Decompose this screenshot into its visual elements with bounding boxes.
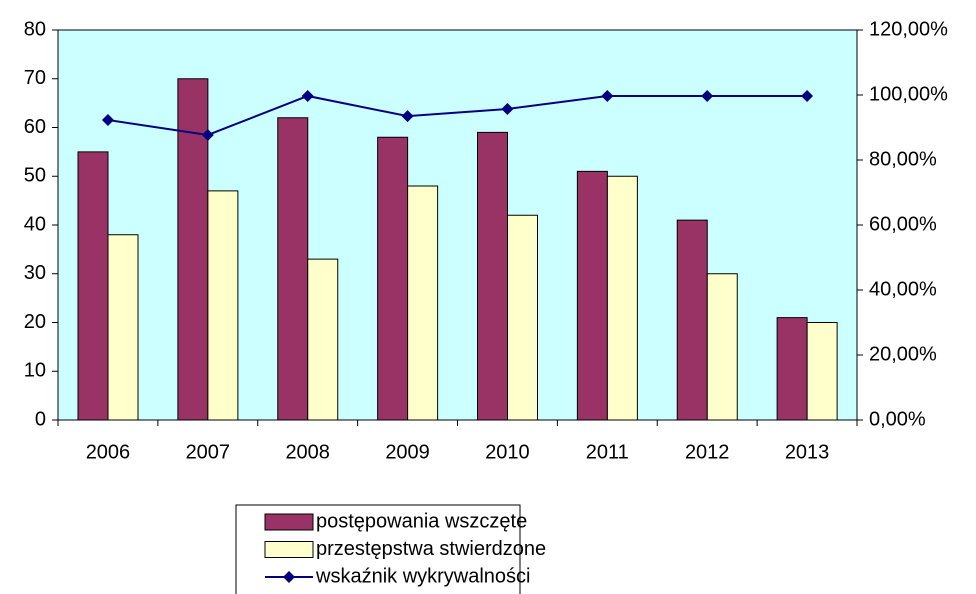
x-tick-label: 2013 [785,441,830,463]
y-tick-label: 0 [35,408,46,430]
legend-swatch [264,541,314,558]
y2-tick-label: 40,00% [869,278,937,300]
bar [606,175,638,421]
y2-tick-label: 60,00% [869,213,937,235]
bar [277,117,309,421]
x-tick-label: 2010 [485,441,530,463]
y-tick-label: 30 [24,262,46,284]
bar [407,185,439,421]
marker [501,102,514,115]
y-tick-label: 70 [24,67,46,89]
line [107,94,808,137]
y2-tick-label: 100,00% [869,83,948,105]
y2-tick-label: 0,00% [869,408,926,430]
y-tick-label: 10 [24,360,46,382]
y-tick-label: 50 [24,165,46,187]
y2-tick-label: 20,00% [869,343,937,365]
legend-marker [283,571,295,583]
bar [507,214,538,421]
x-tick-label: 2009 [385,441,430,463]
y2-tick-label: 120,00% [869,18,948,40]
marker [701,89,714,102]
bar [576,170,608,421]
bar [307,258,339,421]
y-tick-label: 80 [24,18,46,40]
bar [177,78,209,421]
bar [776,317,808,421]
x-tick-label: 2006 [86,441,131,463]
x-tick-label: 2011 [586,441,629,463]
bar [377,136,409,421]
marker [801,89,814,102]
bar [107,234,139,421]
x-tick-label: 2008 [285,441,330,463]
marker [101,114,114,127]
legend-label: przestępstwa stwierdzone [316,538,546,560]
y-tick-label: 60 [24,116,46,138]
y-tick-label: 20 [24,311,46,333]
bar [77,151,109,421]
marker [201,128,214,141]
bar [676,219,708,421]
legend-label: wskaźnik wykrywalności [315,565,531,587]
x-tick-label: 2007 [186,441,231,463]
y2-tick-label: 80,00% [869,148,937,170]
marker [301,89,314,102]
legend-swatch [264,513,314,531]
x-tick-label: 2012 [685,441,730,463]
legend-label: postępowania wszczęte [316,510,527,532]
bar [806,322,838,421]
bar [207,190,239,421]
y-tick-label: 40 [24,213,46,235]
marker [401,110,414,123]
marker [601,89,614,102]
bar [477,131,508,421]
bar [706,273,738,421]
